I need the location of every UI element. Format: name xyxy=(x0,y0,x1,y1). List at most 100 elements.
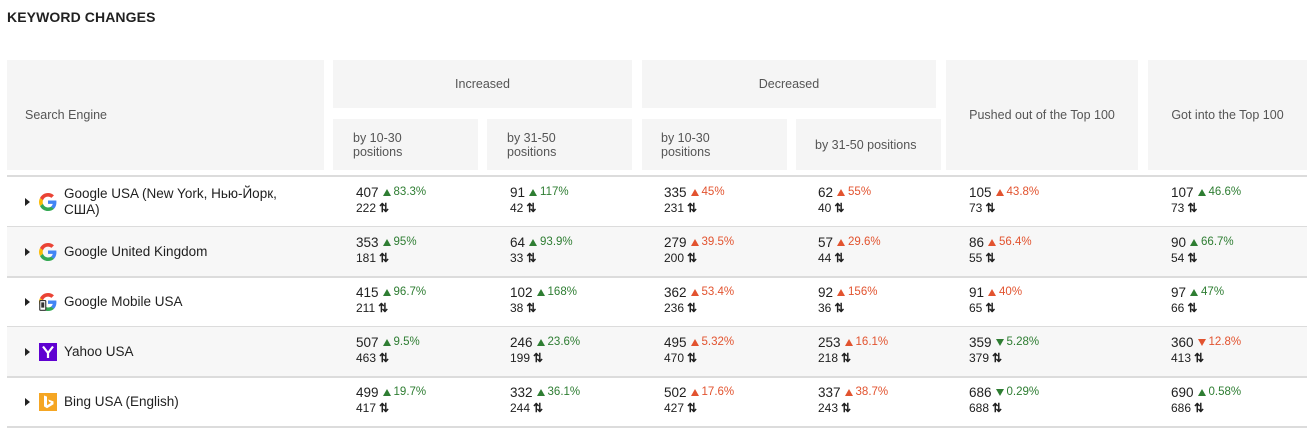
metric-previous-value: 55 xyxy=(969,251,983,265)
table-row[interactable]: Yahoo USA 507 9.5% 463 ⇅ 246 23.6% 199 ⇅ 495 5.32%… xyxy=(7,327,1307,377)
swap-arrows-icon: ⇅ xyxy=(834,201,845,215)
metric-value: 499 xyxy=(356,384,379,400)
swap-arrows-icon: ⇅ xyxy=(985,251,996,265)
expand-caret-icon[interactable] xyxy=(25,398,30,406)
triangle-up-icon xyxy=(837,288,846,296)
metric-value: 97 xyxy=(1171,284,1187,300)
triangle-up-icon xyxy=(529,238,538,246)
metric-value: 362 xyxy=(664,284,687,300)
metric-previous-value: 44 xyxy=(818,251,832,265)
swap-arrows-icon: ⇅ xyxy=(379,401,390,415)
header-increased-label: Increased xyxy=(455,77,510,91)
metric-value: 415 xyxy=(356,284,379,300)
expand-caret-icon[interactable] xyxy=(25,198,30,206)
metric-cell: 359 5.28% 379 ⇅ xyxy=(969,333,1039,366)
metric-value: 91 xyxy=(510,184,526,200)
metric-change-percent: 43.8% xyxy=(1006,186,1040,198)
metric-change-percent: 0.58% xyxy=(1208,386,1242,398)
metric-value: 92 xyxy=(818,284,834,300)
metric-previous-value: 42 xyxy=(510,201,524,215)
metric-cell: 499 19.7% 417 ⇅ xyxy=(356,383,426,416)
metric-value: 335 xyxy=(664,184,687,200)
header-search-engine[interactable]: Search Engine xyxy=(7,60,324,170)
metric-change-percent: 5.32% xyxy=(701,336,735,348)
metric-cell: 90 66.7% 54 ⇅ xyxy=(1171,233,1234,266)
google-icon xyxy=(39,193,57,211)
metric-cell: 97 47% 66 ⇅ xyxy=(1171,283,1224,316)
metric-cell: 690 0.58% 686 ⇅ xyxy=(1171,383,1241,416)
table-row[interactable]: Google USA (New York, Нью-Йорк, США) 407 8… xyxy=(7,177,1307,227)
triangle-up-icon xyxy=(1190,238,1199,246)
swap-arrows-icon: ⇅ xyxy=(1187,301,1198,315)
swap-arrows-icon: ⇅ xyxy=(379,351,390,365)
expand-caret-icon[interactable] xyxy=(25,248,30,256)
triangle-up-icon xyxy=(536,388,545,396)
header-pushed-out-label: Pushed out of the Top 100 xyxy=(969,108,1115,122)
triangle-up-icon xyxy=(690,388,699,396)
metric-change-percent: 29.6% xyxy=(848,236,881,248)
header-increased-10-30[interactable]: by 10-30 positions xyxy=(333,119,478,170)
metric-cell: 64 93.9% 33 ⇅ xyxy=(510,233,573,266)
metric-value: 105 xyxy=(969,184,992,200)
header-increased-31-50-label: by 31-50 positions xyxy=(507,130,557,159)
header-pushed-out[interactable]: Pushed out of the Top 100 xyxy=(946,60,1138,170)
swap-arrows-icon: ⇅ xyxy=(526,251,537,265)
table-row[interactable]: Bing USA (English) 499 19.7% 417 ⇅ 332 36.1% 24… xyxy=(7,377,1307,427)
engine-name: Google United Kingdom xyxy=(64,244,208,259)
metric-cell: 86 56.4% 55 ⇅ xyxy=(969,233,1032,266)
row-divider xyxy=(7,376,1307,378)
metric-change-percent: 9.5% xyxy=(393,336,420,348)
triangle-up-icon xyxy=(1197,388,1206,396)
header-increased-31-50[interactable]: by 31-50 positions xyxy=(487,119,632,170)
swap-arrows-icon: ⇅ xyxy=(533,401,544,415)
header-got-into-label: Got into the Top 100 xyxy=(1171,108,1284,122)
expand-caret-icon[interactable] xyxy=(25,298,30,306)
metric-change-percent: 95% xyxy=(393,236,417,248)
swap-arrows-icon: ⇅ xyxy=(687,201,698,215)
engine-cell: Google USA (New York, Нью-Йорк, США) xyxy=(25,177,304,227)
yahoo-icon xyxy=(39,343,57,361)
triangle-up-icon xyxy=(844,388,853,396)
table-row[interactable]: Google Mobile USA 415 96.7% 211 ⇅ 102 168% 38 ⇅ 3… xyxy=(7,277,1307,327)
metric-value: 57 xyxy=(818,234,834,250)
metric-value: 107 xyxy=(1171,184,1194,200)
metric-value: 360 xyxy=(1171,334,1194,350)
metric-change-percent: 83.3% xyxy=(393,186,427,198)
metric-cell: 253 16.1% 218 ⇅ xyxy=(818,333,888,366)
triangle-up-icon xyxy=(382,338,391,346)
metric-previous-value: 243 xyxy=(818,401,839,415)
header-increased: Increased xyxy=(333,60,632,108)
metric-cell: 335 45% 231 ⇅ xyxy=(664,183,725,216)
metric-previous-value: 427 xyxy=(664,401,685,415)
metric-value: 246 xyxy=(510,334,533,350)
triangle-up-icon xyxy=(690,338,699,346)
swap-arrows-icon: ⇅ xyxy=(687,401,698,415)
triangle-up-icon xyxy=(837,188,846,196)
metric-previous-value: 211 xyxy=(356,301,376,315)
triangle-down-icon xyxy=(995,388,1004,396)
swap-arrows-icon: ⇅ xyxy=(687,351,698,365)
header-got-into[interactable]: Got into the Top 100 xyxy=(1148,60,1307,170)
header-decreased-31-50[interactable]: by 31-50 positions xyxy=(796,119,941,170)
triangle-up-icon xyxy=(988,238,997,246)
header-decreased-31-50-label: by 31-50 positions xyxy=(815,137,917,152)
expand-caret-icon[interactable] xyxy=(25,348,30,356)
metric-cell: 57 29.6% 44 ⇅ xyxy=(818,233,881,266)
header-decreased-10-30[interactable]: by 10-30 positions xyxy=(642,119,787,170)
metric-change-percent: 19.7% xyxy=(393,386,427,398)
metric-cell: 91 40% 65 ⇅ xyxy=(969,283,1022,316)
metric-cell: 686 0.29% 688 ⇅ xyxy=(969,383,1039,416)
header-search-engine-label: Search Engine xyxy=(25,108,108,122)
metric-cell: 362 53.4% 236 ⇅ xyxy=(664,283,734,316)
metric-cell: 337 38.7% 243 ⇅ xyxy=(818,383,888,416)
triangle-up-icon xyxy=(690,188,699,196)
header-decreased: Decreased xyxy=(642,60,936,108)
metric-previous-value: 218 xyxy=(818,351,839,365)
metric-change-percent: 16.1% xyxy=(855,336,889,348)
google-icon xyxy=(39,243,57,261)
metric-cell: 495 5.32% 470 ⇅ xyxy=(664,333,734,366)
metric-previous-value: 40 xyxy=(818,201,832,215)
metric-value: 279 xyxy=(664,234,687,250)
metric-previous-value: 199 xyxy=(510,351,531,365)
table-row[interactable]: Google United Kingdom 353 95% 181 ⇅ 64 93.9% 33… xyxy=(7,227,1307,277)
